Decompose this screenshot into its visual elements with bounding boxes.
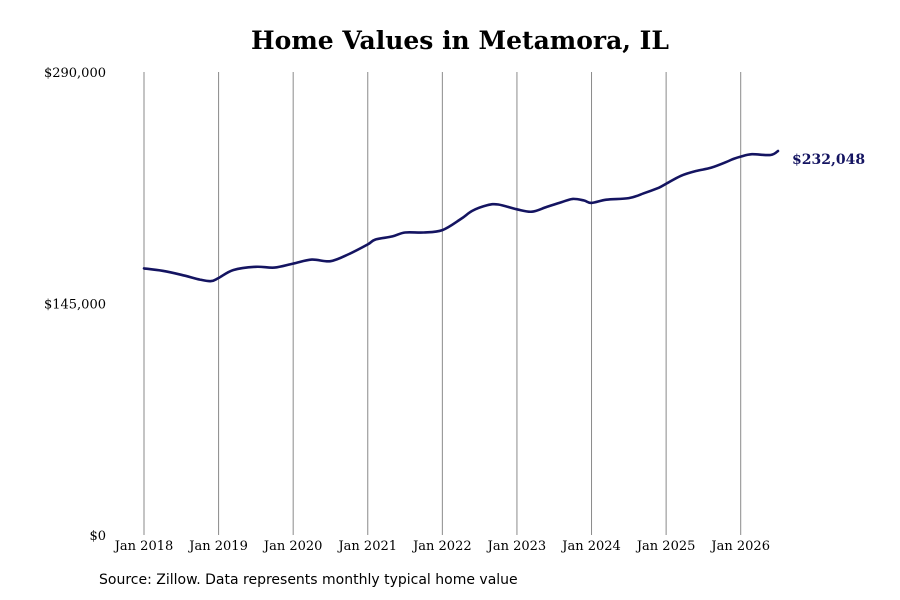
y-tick-label-2: $0 [89,529,106,544]
chart-title: Home Values in Metamora, IL [251,26,669,55]
y-tick-label-0: $290,000 [44,66,106,81]
x-tick-label-3: Jan 2021 [336,539,397,554]
x-tick-label-0: Jan 2018 [113,539,174,554]
grid-layer [143,72,742,535]
label-layer: $232,048 [792,152,865,168]
x-tick-label-6: Jan 2024 [560,539,621,554]
source-note: Source: Zillow. Data represents monthly … [99,572,518,588]
series-layer [142,149,780,283]
x-tick-label-5: Jan 2023 [486,539,547,554]
series-line-home-value [142,149,780,283]
x-tick-label-2: Jan 2020 [262,539,323,554]
x-tick-label-4: Jan 2022 [411,539,472,554]
x-tick-label-1: Jan 2019 [187,539,248,554]
y-tick-label-1: $145,000 [44,298,106,313]
x-tick-label-8: Jan 2026 [709,539,770,554]
y-axis: $290,000 $145,000 $0 [44,66,106,544]
x-axis: Jan 2018 Jan 2019 Jan 2020 Jan 2021 Jan 2022… [113,539,770,554]
end-value-label: $232,048 [792,152,865,168]
x-tick-label-7: Jan 2025 [635,539,696,554]
